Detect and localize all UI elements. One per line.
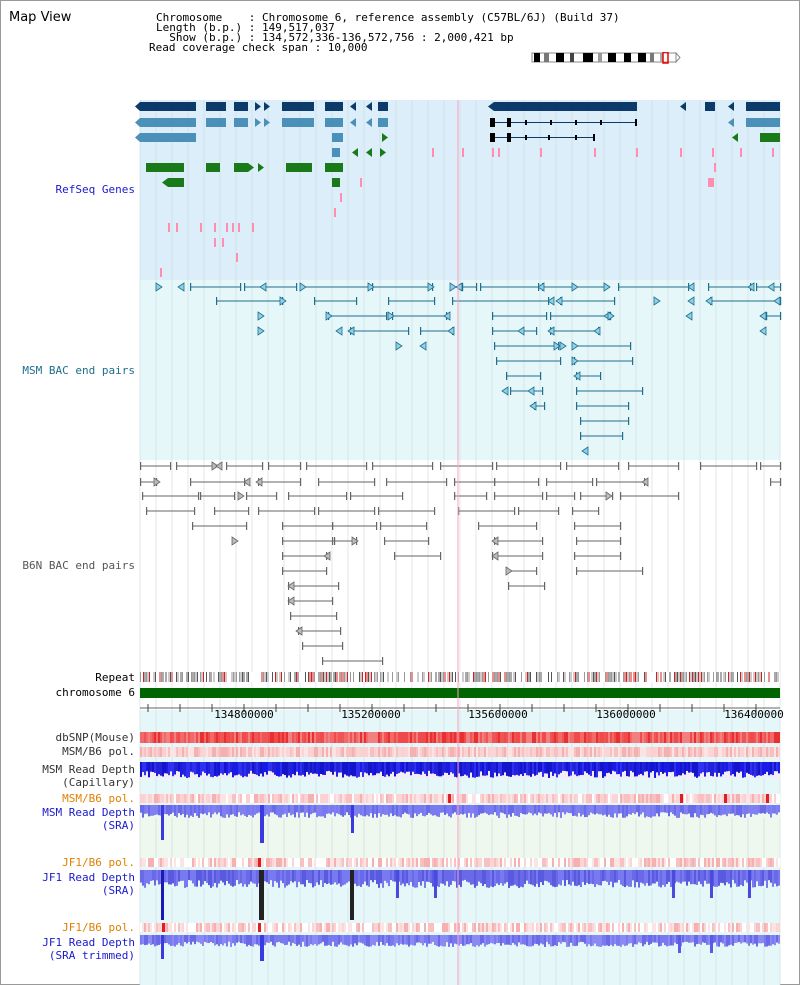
dbsnp-track[interactable] — [140, 732, 780, 743]
msm-depth-sra-track[interactable] — [140, 805, 780, 843]
jf1-b6-pol-label-2: JF1/B6 pol. — [62, 921, 135, 934]
jf1-depth-trim-label: JF1 Read Depth — [42, 936, 135, 949]
chromosome-track-label: chromosome 6 — [55, 686, 135, 699]
jf1-b6-pol-label-1: JF1/B6 pol. — [62, 856, 135, 869]
msm-depth-sra-sub: (SRA) — [101, 819, 135, 832]
repeat-track[interactable] — [140, 672, 780, 682]
coverage-span-info: Read coverage check span : 10,000 — [149, 41, 368, 54]
repeat-label: Repeat — [95, 671, 135, 684]
axis-tick-label: 135600000 — [468, 708, 528, 721]
jf1-depth-sra-sub: (SRA) — [101, 884, 135, 897]
dbsnp-label: dbSNP(Mouse) — [55, 731, 135, 744]
length-info: Length (b.p.) : 149,517,037 — [156, 21, 335, 34]
jf1-depth-sra-track[interactable] — [140, 870, 780, 920]
jf1-depth-trim-track[interactable] — [140, 935, 780, 961]
axis-tick-label: 134800000 — [214, 708, 274, 721]
msm-bac-end-pairs[interactable] — [155, 282, 782, 456]
b6n-bac-end-pairs[interactable] — [140, 461, 782, 665]
refseq-genes-label: RefSeq Genes — [55, 183, 135, 196]
msm-depth-sra-label: MSM Read Depth — [42, 806, 135, 819]
msm-depth-capillary-track[interactable] — [140, 762, 780, 778]
refseq-genes[interactable] — [135, 102, 780, 277]
chromosome-bar[interactable] — [140, 688, 780, 698]
msm-depth-capillary-label: MSM Read Depth — [42, 763, 135, 776]
position-axis: 134800000 135200000 135600000 136000000 1364… — [140, 704, 784, 721]
page-title: Map View — [9, 10, 72, 25]
msm-b6-pol-label-1: MSM/B6 pol. — [62, 745, 135, 758]
chromosome-info: Chromosome : Chromosome 6, reference ass… — [156, 11, 620, 24]
axis-tick-label: 135200000 — [341, 708, 401, 721]
jf1-b6-pol-track-1[interactable] — [140, 858, 780, 867]
jf1-depth-trim-sub: (SRA trimmed) — [48, 949, 135, 962]
msm-depth-capillary-sub: (Capillary) — [62, 776, 135, 789]
b6n-bac-label: B6N BAC end pairs — [22, 559, 135, 572]
axis-tick-label: 136000000 — [596, 708, 656, 721]
jf1-depth-sra-label: JF1 Read Depth — [42, 871, 135, 884]
msm-b6-pol-label-2: MSM/B6 pol. — [62, 792, 135, 805]
msm-bac-label: MSM BAC end pairs — [22, 364, 135, 377]
msm-b6-pol-track-1[interactable] — [140, 747, 780, 757]
jf1-b6-pol-track-2[interactable] — [140, 923, 780, 932]
show-range-info: Show (b.p.) : 134,572,336-136,572,756 : … — [156, 31, 514, 44]
msm-b6-pol-track-2[interactable] — [140, 794, 780, 803]
chromosome-ideogram[interactable] — [528, 52, 683, 64]
axis-tick-label: 136400000 — [724, 708, 784, 721]
